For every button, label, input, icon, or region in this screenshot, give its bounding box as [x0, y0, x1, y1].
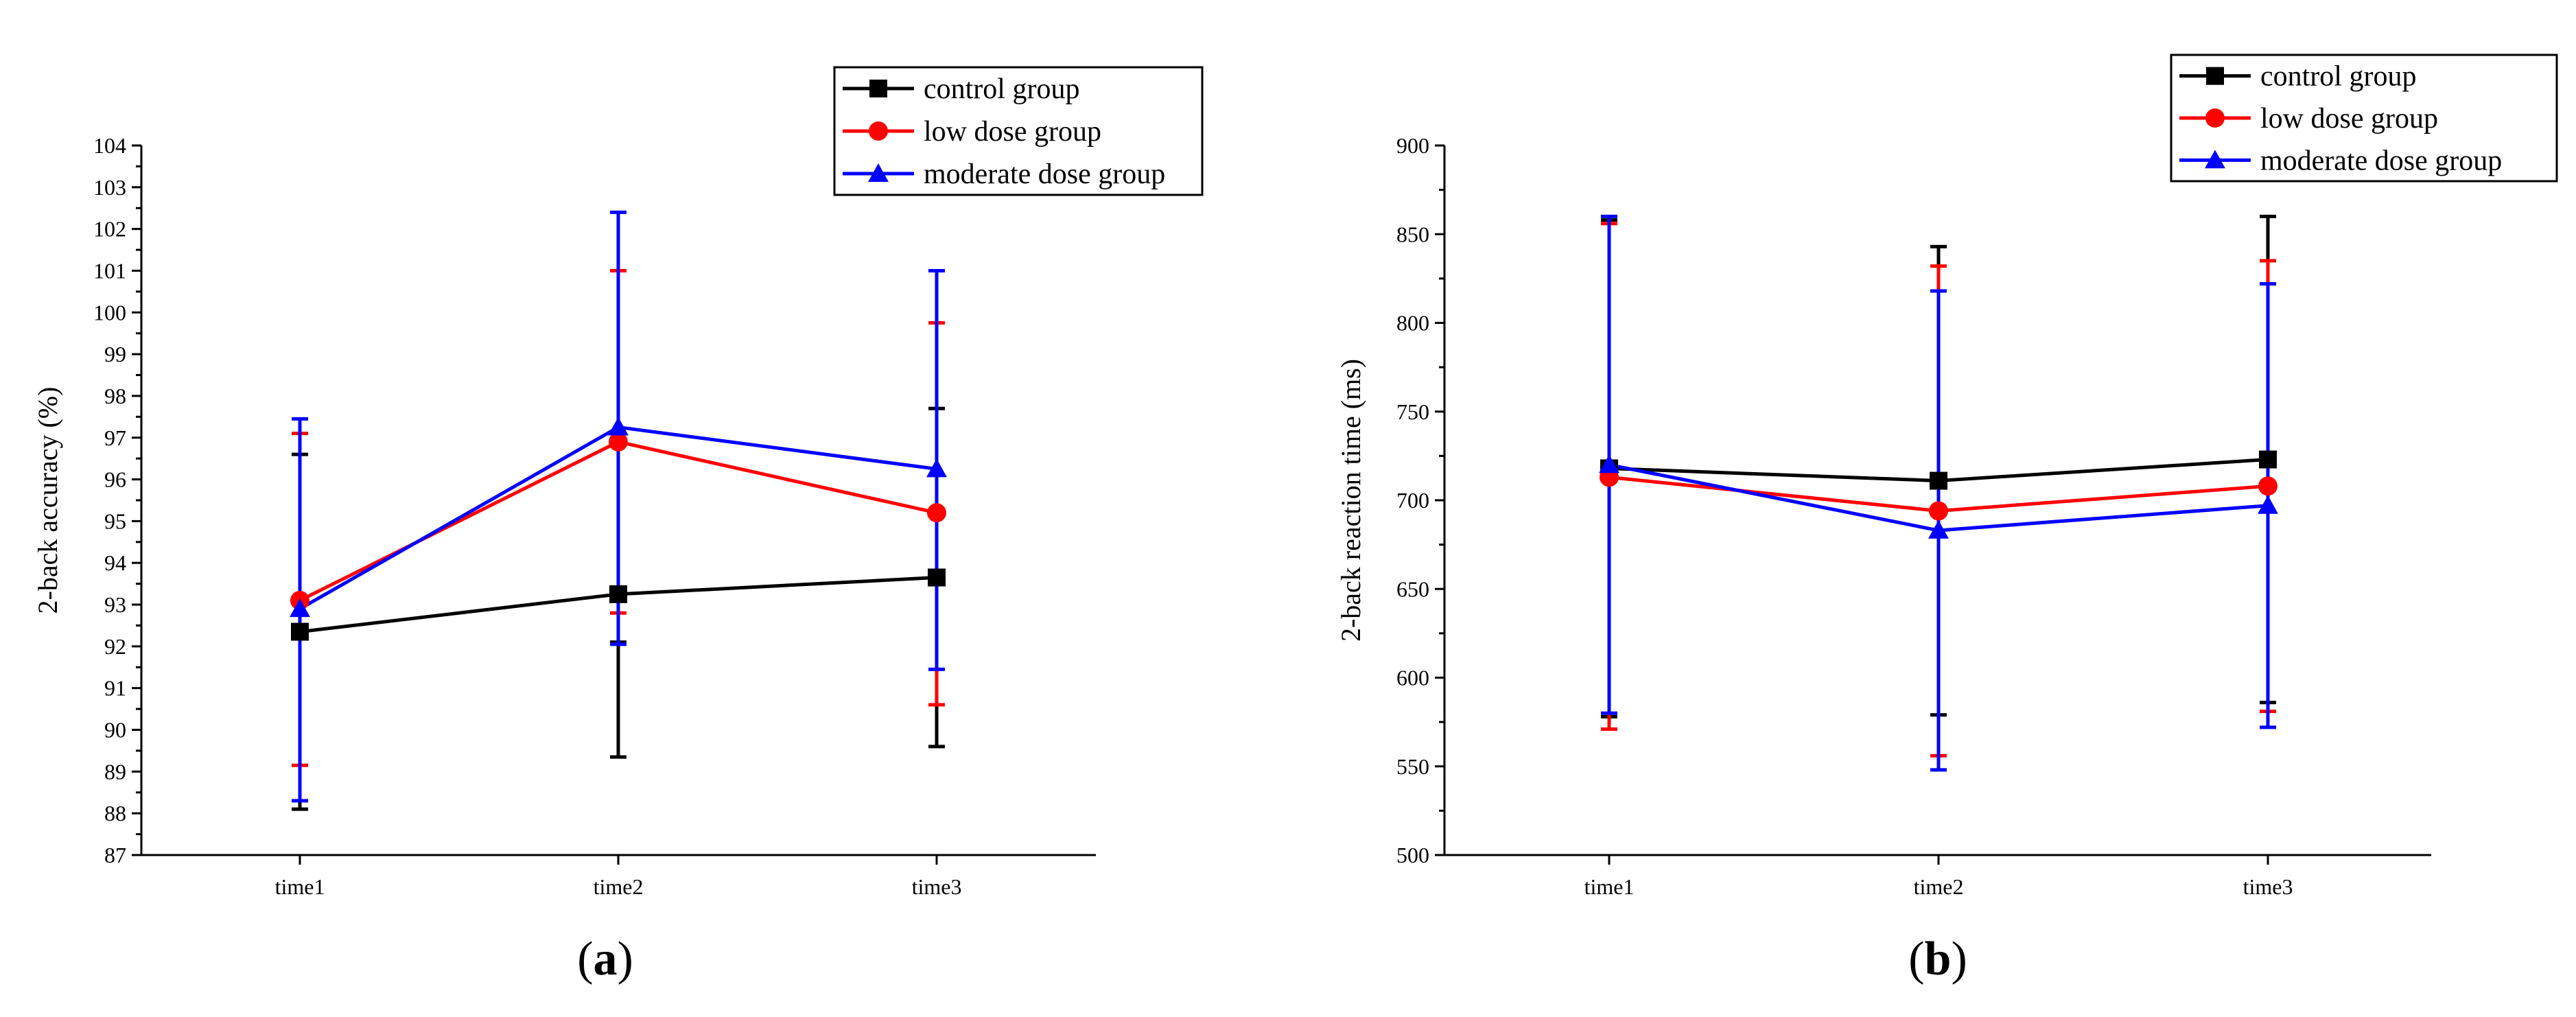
y-tick-label: 102: [93, 217, 126, 242]
y-tick-label: 650: [1396, 576, 1429, 601]
y-tick-label: 96: [104, 467, 126, 492]
data-point-2-1: [608, 417, 629, 436]
y-tick-label: 89: [104, 759, 126, 784]
y-tick-label: 94: [104, 550, 126, 575]
panel-label-close: ): [1951, 933, 1967, 985]
panel-label-letter: b: [1925, 933, 1952, 985]
data-point-2-0: [290, 598, 310, 618]
data-point-0-0: [291, 622, 309, 641]
y-tick-label: 850: [1396, 222, 1429, 246]
data-point-0-1: [609, 585, 627, 603]
panel-label-letter: a: [594, 933, 618, 985]
y-tick-label: 95: [104, 508, 126, 533]
y-tick-label: 87: [104, 843, 126, 867]
data-point-2-2: [926, 458, 947, 478]
legend: control group low dose group moderate dose…: [2170, 54, 2558, 183]
y-tick-label: 92: [104, 634, 126, 659]
legend-swatch-marker-0: [869, 80, 887, 97]
y-axis-title: 2-back reaction time (ms): [1335, 359, 1366, 642]
x-tick-label: time2: [1914, 874, 1964, 899]
data-point-1-2: [2258, 476, 2278, 496]
x-tick-label: time2: [594, 874, 644, 899]
legend-swatch-marker-2: [868, 163, 889, 182]
x-tick-label: time3: [912, 874, 962, 899]
y-tick-label: 100: [93, 300, 126, 325]
x-tick-label: time1: [275, 874, 325, 899]
data-point-2-0: [1599, 454, 1619, 474]
y-tick-label: 98: [104, 384, 126, 408]
panel-a: 87 88 89 90 91 92 93 94 95 96 97 98 99 100 101 102 103 10…: [32, 66, 1204, 985]
x-tick-label: time1: [1584, 874, 1635, 899]
data-point-0-1: [1930, 471, 1947, 490]
legend-swatch-marker-0: [2206, 67, 2224, 85]
y-tick-label: 900: [1396, 133, 1429, 158]
y-tick-label: 88: [104, 801, 126, 826]
y-tick-label: 750: [1396, 399, 1429, 424]
panel-label: (b): [1908, 933, 1967, 985]
legend-label-2: moderate dose group: [924, 159, 1165, 190]
y-tick-label: 90: [104, 718, 126, 743]
legend-swatch-marker-2: [2205, 150, 2225, 169]
data-point-1-1: [609, 432, 628, 452]
legend-swatch-marker-1: [2205, 108, 2225, 128]
y-tick-label: 104: [93, 133, 126, 158]
y-axis-title: 2-back accuracy (%): [32, 387, 63, 614]
data-point-1-2: [927, 503, 946, 523]
legend-label-1: low dose group: [2260, 103, 2438, 135]
panel-label-open: (: [577, 933, 593, 985]
y-tick-label: 93: [104, 592, 126, 617]
panel-label: (a): [577, 933, 633, 985]
y-tick-label: 500: [1396, 843, 1429, 867]
y-tick-label: 700: [1396, 488, 1429, 513]
panel-label-close: ): [618, 933, 633, 985]
y-tick-label: 600: [1396, 666, 1429, 690]
data-point-1-1: [1929, 501, 1948, 521]
legend-swatch-marker-1: [869, 121, 888, 141]
y-tick-label: 101: [93, 258, 126, 283]
y-tick-label: 91: [104, 676, 126, 701]
panel-b: 500 550 600 650 700 750 800 850 900 time1 time2 tim…: [1335, 54, 2558, 985]
legend-label-2: moderate dose group: [2260, 145, 2502, 176]
y-tick-label: 97: [104, 425, 126, 450]
y-tick-label: 550: [1396, 754, 1429, 779]
data-point-2-1: [1928, 519, 1949, 539]
legend: control group low dose group moderate dose…: [833, 66, 1204, 196]
legend-label-1: low dose group: [924, 116, 1101, 148]
data-point-0-2: [2259, 450, 2277, 469]
data-point-0-2: [928, 568, 946, 587]
x-tick-label: time3: [2243, 874, 2293, 899]
y-tick-label: 99: [104, 342, 126, 366]
legend-label-0: control group: [2260, 61, 2416, 93]
panel-label-open: (: [1908, 933, 1924, 985]
data-point-2-2: [2258, 495, 2278, 514]
y-tick-label: 800: [1396, 311, 1429, 336]
legend-label-0: control group: [924, 73, 1079, 105]
y-tick-label: 103: [93, 175, 126, 200]
